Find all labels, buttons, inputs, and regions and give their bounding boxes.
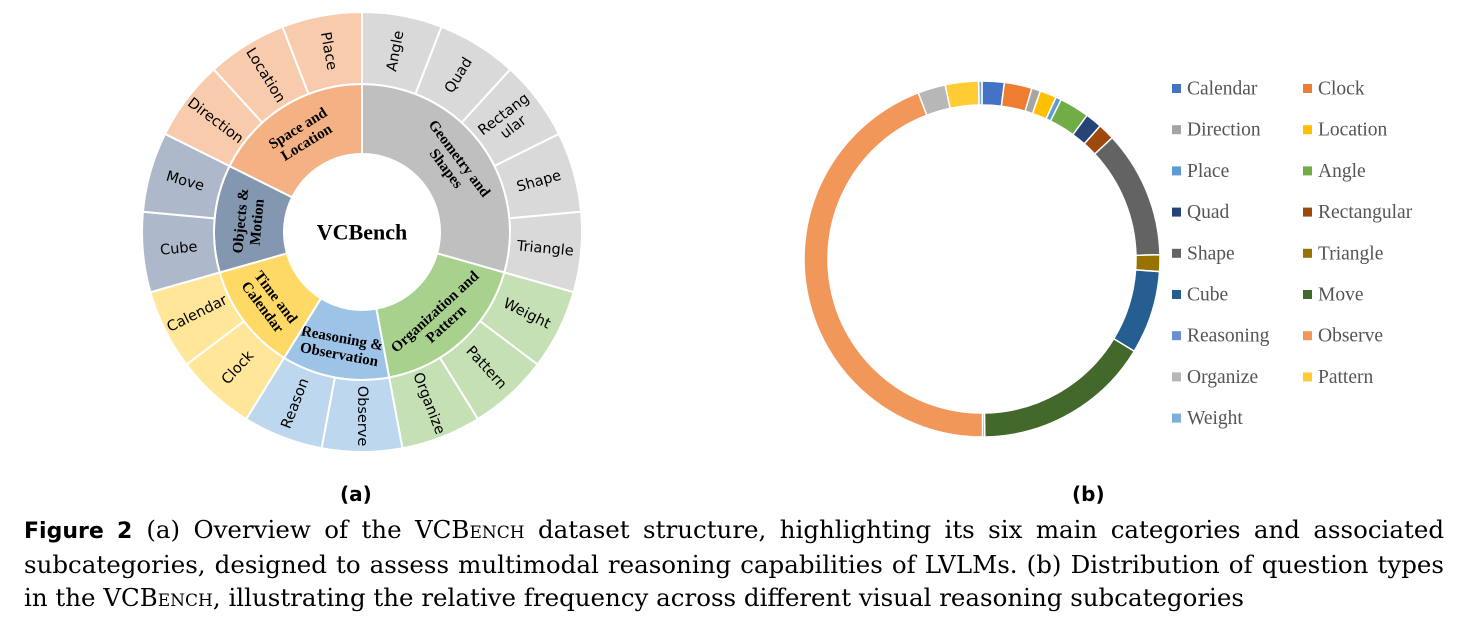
legend-label: Shape xyxy=(1187,243,1235,264)
legend-label: Direction xyxy=(1187,120,1261,141)
legend-label: Calendar xyxy=(1187,78,1258,99)
donut-chart: Calendar Clock Direction Location Place Angle… xyxy=(803,78,1413,438)
legend-swatch xyxy=(1172,372,1181,382)
legend-item-place: Place xyxy=(1172,161,1229,182)
subcategory-label: Angle xyxy=(384,29,407,73)
legend-item-pattern: Pattern xyxy=(1303,367,1373,388)
legend-swatch xyxy=(1172,84,1181,93)
legend-label: Rectangular xyxy=(1318,202,1413,223)
subcategory-label: Observe xyxy=(354,386,370,447)
donut-slice-move xyxy=(983,337,1136,438)
legend-label: Triangle xyxy=(1318,243,1383,264)
legend-label: Weight xyxy=(1187,408,1243,429)
legend-swatch xyxy=(1172,125,1181,135)
caption-part: (a) Overview of the VCB xyxy=(146,515,470,544)
legend-swatch xyxy=(1303,372,1312,382)
donut-slice-pattern xyxy=(944,80,980,110)
legend-swatch xyxy=(1172,413,1181,423)
legend-item-location: Location xyxy=(1303,120,1388,141)
figure-panels: Geometry andShapes Angle Quad Rectangular Sh… xyxy=(141,10,1413,453)
donut-slice-calendar xyxy=(981,80,1006,108)
legend-item-angle: Angle xyxy=(1303,161,1366,182)
subcategory-label: Cube xyxy=(159,239,198,258)
legend-item-organize: Organize xyxy=(1172,367,1258,388)
legend-swatch xyxy=(1172,207,1181,217)
subcategory-label: Triangle xyxy=(515,238,574,259)
panel-a-label: (a) xyxy=(340,482,372,506)
caption-head: Figure 2 xyxy=(24,519,133,544)
category-space-and-location: Space andLocation xyxy=(228,82,363,199)
caption-part: dataset structure, highlighting its six … xyxy=(24,515,1445,612)
legend-label: Cube xyxy=(1187,284,1228,305)
legend-swatch xyxy=(1303,166,1312,176)
legend-swatch xyxy=(1172,248,1181,258)
panel-b-label: (b) xyxy=(1072,482,1105,506)
legend-label: Observe xyxy=(1318,326,1383,347)
donut-slice-triangle xyxy=(1134,254,1161,273)
legend-item-cube: Cube xyxy=(1172,284,1228,305)
legend-item-quad: Quad xyxy=(1172,202,1229,223)
caption-part: ench xyxy=(157,583,213,612)
legend-label: Organize xyxy=(1187,367,1258,388)
subcategory-label: Place xyxy=(317,31,340,72)
caption-body: (a) Overview of the VCBench dataset stru… xyxy=(24,515,1444,612)
figure-caption: Figure 2 (a) Overview of the VCBench data… xyxy=(24,513,1444,614)
legend-item-clock: Clock xyxy=(1303,78,1365,99)
legend-swatch xyxy=(1303,331,1312,341)
donut-slice-shape xyxy=(1093,136,1161,257)
legend-swatch xyxy=(1172,166,1181,176)
legend-swatch xyxy=(1303,290,1312,299)
center-hole xyxy=(285,155,439,309)
legend-item-reasoning: Reasoning xyxy=(1172,326,1270,347)
legend-item-observe: Observe xyxy=(1303,326,1383,347)
subcategory-wedge-place xyxy=(281,10,363,96)
legend-item-triangle: Triangle xyxy=(1303,243,1383,264)
legend-label: Location xyxy=(1318,120,1388,141)
donut-slice-cube xyxy=(1112,269,1161,353)
legend-swatch xyxy=(1303,207,1312,217)
legend-swatch xyxy=(1172,331,1181,341)
donut-slice-observe xyxy=(803,91,984,438)
legend-label: Move xyxy=(1318,284,1364,305)
legend-label: Angle xyxy=(1318,161,1366,182)
legend-item-rectangular: Rectangular xyxy=(1303,202,1413,223)
legend-item-shape: Shape xyxy=(1172,243,1235,264)
legend-label: Place xyxy=(1187,161,1229,182)
legend-swatch xyxy=(1303,248,1312,258)
center-label: VCBench xyxy=(317,220,407,245)
legend-label: Pattern xyxy=(1318,367,1373,388)
donut-slice-weight xyxy=(977,80,983,106)
sunburst-chart: Geometry andShapesAngleQuadRectangularSh… xyxy=(141,10,583,453)
legend-item-direction: Direction xyxy=(1172,120,1261,141)
legend-label: Clock xyxy=(1318,78,1365,99)
caption-part: , illustrating the relative frequency ac… xyxy=(212,583,1244,612)
legend-label: Quad xyxy=(1187,202,1229,223)
legend: Calendar Clock Direction Location Place Angle… xyxy=(1172,78,1413,429)
legend-swatch xyxy=(1303,84,1312,93)
legend-swatch xyxy=(1172,290,1181,299)
legend-item-move: Move xyxy=(1303,284,1364,305)
legend-swatch xyxy=(1303,125,1312,135)
legend-label: Reasoning xyxy=(1187,326,1270,347)
legend-item-weight: Weight xyxy=(1172,408,1243,429)
category-label: Objects &Motion xyxy=(230,188,268,256)
caption-part: ench xyxy=(469,515,525,544)
legend-item-calendar: Calendar xyxy=(1172,78,1258,99)
